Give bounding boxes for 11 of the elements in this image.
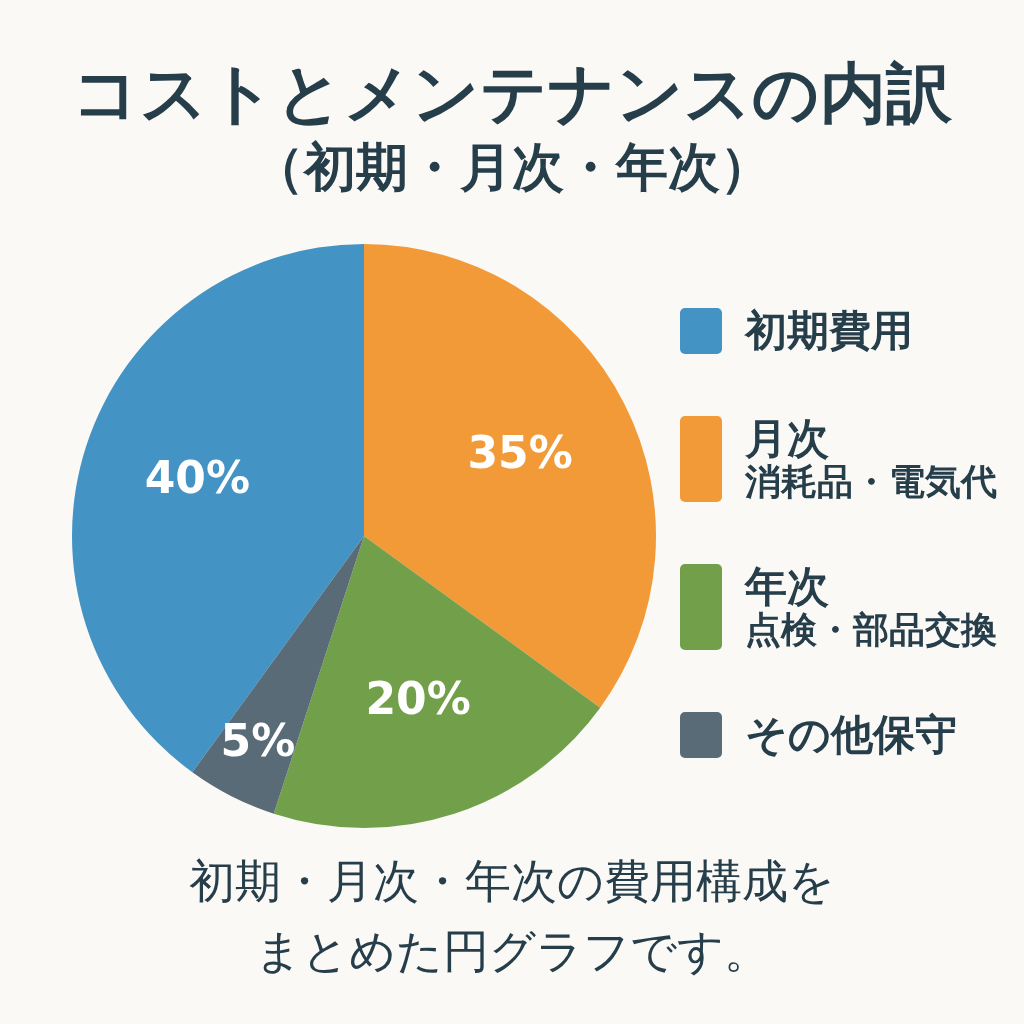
legend-label: 年次点検・部品交換 [745,562,998,650]
chart-subtitle: （初期・月次・年次） [251,136,773,199]
text: 初期・月次・年次の費用構成をまとめた円グラフです。 [188,853,836,980]
legend-label: その他保守 [745,710,958,759]
legend-label: 初期費用 [745,306,914,355]
legend-label: 月次消耗品・電気代 [745,414,998,502]
data-label: 35% [467,426,573,478]
data-label: 5% [220,714,296,766]
data-label: 40% [144,452,251,504]
data-label: 20% [365,673,471,725]
chart-title: コストとメンテナンスの内訳 [71,54,953,134]
